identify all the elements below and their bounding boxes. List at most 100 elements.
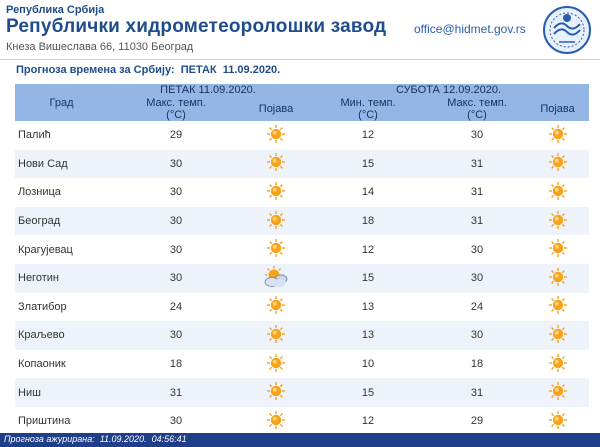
- table-row: Приштина 30 12 29: [15, 406, 590, 436]
- max-temp-day2-cell: 30: [428, 235, 527, 264]
- city-cell: Палић: [15, 121, 108, 150]
- sunny-icon: [548, 267, 568, 290]
- sunny-icon: [548, 124, 568, 147]
- col-header-wx1: Појава: [244, 96, 309, 121]
- city-cell: Лозница: [15, 178, 108, 207]
- weather-day2-cell: [526, 321, 590, 350]
- max-temp-day1-cell: 30: [108, 178, 244, 207]
- country-label: Република Србија: [6, 4, 105, 16]
- table-row: Београд 30 18 31: [15, 206, 590, 236]
- forecast-table-container: Град ПЕТАК 11.09.2020. СУБОТА 12.09.2020…: [15, 84, 590, 436]
- table-row: Неготин 30 15 30: [15, 263, 590, 293]
- weather-day2-cell: [526, 178, 590, 207]
- sunny-icon: [548, 295, 568, 318]
- institute-address: Кнеза Вишеслава 66, 11030 Београд: [6, 41, 194, 53]
- city-cell: Копаоник: [15, 349, 108, 379]
- col-header-max2: Макс. темп. (°C): [428, 96, 527, 121]
- email-link[interactable]: office@hidmet.gov.rs: [414, 22, 526, 36]
- rhmz-logo-icon[interactable]: [541, 4, 593, 56]
- max-temp-day2-cell: 30: [428, 121, 527, 150]
- sunny-icon: [548, 324, 568, 347]
- weather-day2-cell: [526, 149, 590, 179]
- table-row: Краљево 30 13 30: [15, 321, 590, 350]
- weather-day1-cell: [244, 406, 309, 436]
- max-temp-day1-cell: 29: [108, 121, 244, 150]
- col-header-city: Град: [15, 84, 108, 121]
- min-temp-day2-cell: 15: [308, 378, 429, 407]
- sunny-icon: [266, 381, 286, 404]
- table-row: Копаоник 18 10 18: [15, 349, 590, 379]
- city-cell: Ниш: [15, 378, 108, 407]
- table-row: Златибор 24 13 24: [15, 292, 590, 322]
- min-temp-day2-cell: 13: [308, 292, 429, 322]
- sunny-icon: [266, 210, 286, 233]
- update-timestamp: Прогноза ажурирана: 11.09.2020. 04:56:41: [4, 434, 187, 444]
- forecast-table: Град ПЕТАК 11.09.2020. СУБОТА 12.09.2020…: [15, 84, 590, 436]
- sunny-icon: [266, 152, 286, 175]
- city-cell: Приштина: [15, 406, 108, 436]
- weather-day1-cell: [244, 378, 309, 407]
- forecast-rows: Палић 29 12 30 Нови Сад 30 15 31 Лозница 30 14 31 Бе…: [15, 121, 590, 436]
- max-temp-day2-cell: 31: [428, 178, 527, 207]
- weather-day1-cell: [244, 292, 309, 322]
- min-temp-day2-cell: 14: [308, 178, 429, 207]
- weather-day1-cell: [244, 235, 309, 264]
- min-temp-day2-cell: 12: [308, 406, 429, 436]
- min-temp-day2-cell: 15: [308, 149, 429, 179]
- table-header-row-1: Град ПЕТАК 11.09.2020. СУБОТА 12.09.2020…: [15, 84, 590, 121]
- max-temp-day1-cell: 30: [108, 149, 244, 179]
- sunny-icon: [548, 353, 568, 376]
- max-temp-day2-cell: 31: [428, 149, 527, 179]
- table-row: Крагујевац 30 12 30: [15, 235, 590, 264]
- col-header-day1: ПЕТАК 11.09.2020.: [108, 84, 309, 96]
- col-header-day2: СУБОТА 12.09.2020.: [308, 84, 590, 96]
- city-cell: Неготин: [15, 263, 108, 293]
- max-temp-day2-cell: 24: [428, 292, 527, 322]
- institute-title[interactable]: Републички хидрометеоролошки завод: [6, 16, 387, 37]
- table-row: Палић 29 12 30: [15, 121, 590, 150]
- weather-day1-cell: [244, 321, 309, 350]
- update-footer: Прогноза ажурирана: 11.09.2020. 04:56:41: [0, 433, 600, 447]
- weather-day2-cell: [526, 406, 590, 436]
- sunny-icon: [548, 181, 568, 204]
- table-row: Нови Сад 30 15 31: [15, 149, 590, 179]
- col-header-min2-unit: (°C): [358, 108, 378, 121]
- site-header: Република Србија Републички хидрометеоро…: [0, 0, 600, 60]
- min-temp-day2-cell: 12: [308, 235, 429, 264]
- weather-day1-cell: [244, 206, 309, 236]
- max-temp-day2-cell: 29: [428, 406, 527, 436]
- forecast-title: Прогноза времена за Србију: ПЕТАК 11.09.…: [16, 64, 281, 76]
- weather-day1-cell: [244, 178, 309, 207]
- sunny-icon: [266, 295, 286, 318]
- weather-day1-cell: [244, 263, 309, 293]
- weather-day1-cell: [244, 149, 309, 179]
- city-cell: Крагујевац: [15, 235, 108, 264]
- max-temp-day1-cell: 18: [108, 349, 244, 379]
- sunny-icon: [548, 238, 568, 261]
- max-temp-day1-cell: 30: [108, 235, 244, 264]
- weather-day2-cell: [526, 349, 590, 379]
- max-temp-day1-cell: 30: [108, 406, 244, 436]
- min-temp-day2-cell: 18: [308, 206, 429, 236]
- weather-day2-cell: [526, 378, 590, 407]
- col-header-max1-label: Макс. темп.: [146, 96, 206, 109]
- sunny-icon: [266, 238, 286, 261]
- sunny-icon: [266, 410, 286, 433]
- max-temp-day2-cell: 30: [428, 321, 527, 350]
- max-temp-day1-cell: 30: [108, 206, 244, 236]
- max-temp-day2-cell: 31: [428, 378, 527, 407]
- max-temp-day1-cell: 31: [108, 378, 244, 407]
- city-cell: Златибор: [15, 292, 108, 322]
- col-header-wx2: Појава: [526, 96, 590, 121]
- min-temp-day2-cell: 15: [308, 263, 429, 293]
- weather-day2-cell: [526, 206, 590, 236]
- city-cell: Београд: [15, 206, 108, 236]
- max-temp-day1-cell: 30: [108, 263, 244, 293]
- col-header-max1-unit: (°C): [166, 108, 186, 121]
- weather-day2-cell: [526, 235, 590, 264]
- weather-day2-cell: [526, 121, 590, 150]
- sunny-icon: [266, 124, 286, 147]
- partly-cloudy-icon: [261, 265, 291, 292]
- weather-day1-cell: [244, 349, 309, 379]
- sunny-icon: [266, 181, 286, 204]
